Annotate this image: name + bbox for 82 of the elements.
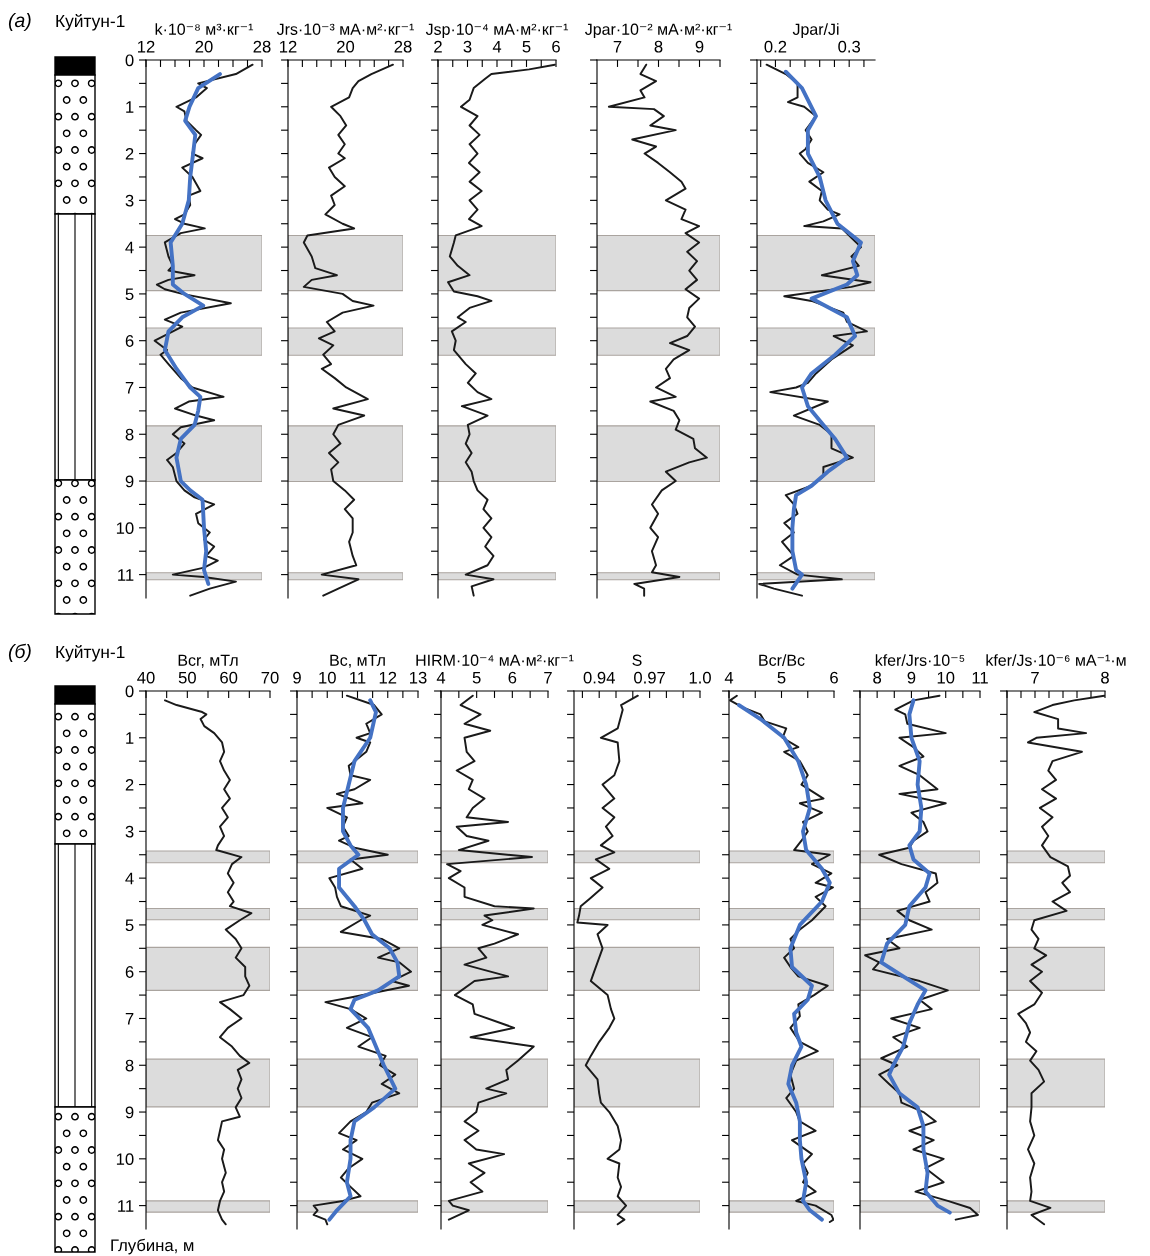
text: Глубина, м <box>111 1238 194 1255</box>
y-tick-label: 8 <box>125 428 134 441</box>
y-tick-label: 8 <box>125 1059 134 1072</box>
x-tick-label: 0.3 <box>838 40 861 53</box>
y-tick-label: 9 <box>125 475 134 488</box>
x-tick-label: 28 <box>253 40 271 53</box>
y-tick-label: 4 <box>125 872 134 885</box>
x-tick-label: 4 <box>436 671 446 684</box>
x-tick-label: 3 <box>463 40 472 53</box>
x-tick-label: 7 <box>544 671 552 684</box>
x-axis-title: Jpar/Ji <box>792 23 839 39</box>
y-tick-label: 9 <box>125 1106 134 1119</box>
x-tick-label: 50 <box>178 671 196 684</box>
x-tick-label: 11 <box>972 671 988 684</box>
x-tick-label: 6 <box>508 671 517 684</box>
x-tick-label: 2 <box>434 40 442 53</box>
x-tick-label: 7 <box>613 40 622 53</box>
x-tick-label: 5 <box>777 671 786 684</box>
text: Куйтун-1 <box>56 645 125 662</box>
y-tick-label: 0 <box>125 54 134 67</box>
x-tick-label: 5 <box>522 40 531 53</box>
x-tick-label: 60 <box>220 671 238 684</box>
x-axis-title: S <box>632 654 642 666</box>
x-axis-title: Jpar·10⁻² мА·м²·кг⁻¹ <box>585 23 732 39</box>
x-axis-title: kfer/Js·10⁻⁶ мА⁻¹·м <box>986 654 1126 666</box>
x-tick-label: 9 <box>907 671 916 684</box>
x-axis-title: Jrs·10⁻³ мА·м²·кг⁻¹ <box>276 23 414 35</box>
text: (б) <box>8 643 31 663</box>
y-tick-label: 3 <box>125 194 134 207</box>
text: Куйтун-1 <box>56 14 125 31</box>
y-tick-label: 11 <box>118 1200 134 1212</box>
x-tick-label: 28 <box>394 40 412 53</box>
x-tick-label: 0.2 <box>764 40 787 53</box>
x-tick-label: 11 <box>350 671 366 684</box>
y-tick-label: 1 <box>126 101 134 113</box>
x-tick-label: 6 <box>830 671 838 684</box>
x-tick-label: 12 <box>379 671 397 684</box>
y-tick-label: 11 <box>118 569 134 581</box>
x-tick-label: 9 <box>293 671 301 684</box>
x-axis-title: k·10⁻⁸ м³·кг⁻¹ <box>155 23 254 35</box>
x-tick-label: 8 <box>873 671 882 684</box>
x-tick-label: 40 <box>137 671 155 684</box>
x-tick-label: 1.0 <box>689 671 711 684</box>
x-tick-label: 8 <box>654 40 663 53</box>
x-axis-title: Bcr/Bc <box>759 654 805 666</box>
y-tick-label: 4 <box>125 241 134 254</box>
y-tick-label: 3 <box>125 825 134 838</box>
x-axis-title: kfer/Jrs·10⁻⁵ <box>875 654 965 666</box>
y-tick-label: 10 <box>116 1153 134 1166</box>
x-tick-label: 10 <box>319 671 336 684</box>
y-tick-label: 0 <box>125 685 134 698</box>
y-tick-label: 7 <box>125 1013 134 1025</box>
x-tick-label: 70 <box>261 671 279 684</box>
x-tick-label: 6 <box>552 40 560 53</box>
x-axis-title: Jsp·10⁻⁴ мА·м²·кг⁻¹ <box>425 23 569 39</box>
y-tick-label: 5 <box>125 288 134 301</box>
x-tick-label: 12 <box>280 40 297 53</box>
y-tick-label: 1 <box>126 732 134 744</box>
x-tick-label: 20 <box>337 40 355 53</box>
x-tick-label: 7 <box>1031 671 1039 684</box>
y-tick-label: 2 <box>125 778 134 791</box>
y-tick-label: 10 <box>116 522 134 535</box>
x-tick-label: 10 <box>937 671 955 684</box>
x-axis-title: Bcr, мТл <box>178 654 238 668</box>
x-tick-label: 20 <box>195 40 213 53</box>
text: (а) <box>8 12 31 32</box>
y-tick-label: 7 <box>125 382 134 394</box>
y-tick-label: 6 <box>125 335 134 347</box>
y-tick-label: 5 <box>125 919 134 932</box>
x-tick-label: 4 <box>492 40 502 53</box>
y-tick-label: 6 <box>125 966 134 978</box>
x-tick-label: 5 <box>472 671 481 684</box>
x-tick-label: 13 <box>410 671 427 684</box>
x-tick-label: 12 <box>138 40 155 53</box>
x-tick-label: 0.97 <box>634 671 665 684</box>
y-tick-label: 2 <box>125 147 134 160</box>
x-tick-label: 9 <box>695 40 704 53</box>
x-tick-label: 4 <box>724 671 734 684</box>
x-tick-label: 8 <box>1101 671 1109 684</box>
x-tick-label: 0.94 <box>583 671 615 684</box>
x-axis-title: Bc, мТл <box>330 654 385 668</box>
x-axis-title: HIRM·10⁻⁴ мА·м²·кг⁻¹ <box>416 654 574 666</box>
